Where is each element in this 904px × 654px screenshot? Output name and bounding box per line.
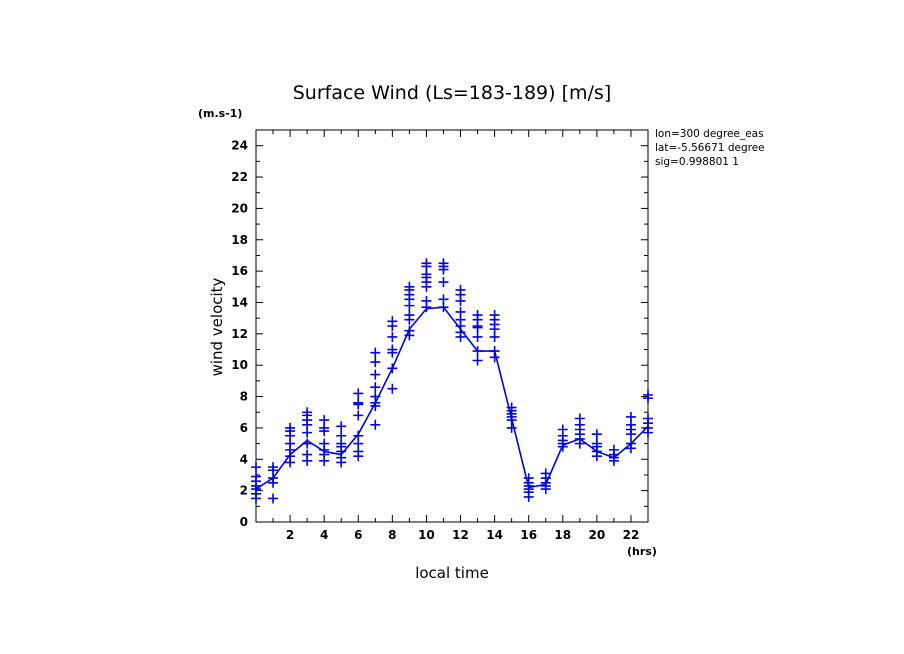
x-tick-label: 20 [589,528,606,542]
plus-marker [643,413,653,424]
info-lat: lat=-5.56671 degree [655,142,765,154]
mean-line [255,306,649,490]
y-tick-label: 12 [231,327,248,341]
chart-title: Surface Wind (Ls=183-189) [m/s] [293,82,612,104]
plus-marker [472,310,483,321]
x-tick-label: 18 [554,528,571,542]
plus-marker [302,449,313,460]
plus-marker [353,430,364,441]
plus-marker [251,471,261,482]
plus-marker [353,397,364,408]
plus-marker [319,438,330,449]
x-tick-label: 6 [354,528,362,542]
plus-marker [438,258,449,269]
y-axis-label: wind velocity [208,277,226,376]
info-lon: lon=300 degree_eas [655,128,764,140]
plus-marker [404,281,415,292]
plus-marker [268,493,279,504]
y-tick-label: 4 [240,452,248,466]
plus-marker [353,410,364,421]
x-unit-label: (hrs) [627,545,657,558]
plus-marker [251,462,261,473]
plus-marker [557,424,568,435]
y-tick-label: 22 [231,170,248,184]
x-tick-label: 22 [623,528,640,542]
plus-marker [370,419,381,430]
y-tick-label: 2 [240,484,248,498]
y-tick-label: 8 [240,390,248,404]
x-axis-label: local time [415,564,489,582]
plot-frame [255,129,649,523]
plus-marker [421,295,432,306]
y-tick-label: 14 [231,295,248,309]
plus-marker [268,462,279,473]
plus-marker [625,411,636,422]
plus-marker [302,407,313,418]
x-tick-label: 2 [286,528,294,542]
plus-marker [472,331,483,342]
x-tick-label: 10 [418,528,435,542]
plus-marker [387,383,398,394]
plus-marker [336,421,347,432]
y-tick-label: 20 [231,201,248,215]
plus-marker [523,473,534,484]
y-tick-label: 16 [231,264,248,278]
plus-marker [472,355,483,366]
individual-markers [251,258,653,504]
y-tick-label: 18 [231,233,248,247]
info-sig: sig=0.998801 1 [655,156,739,168]
plus-marker [370,347,381,358]
y-tick-label: 10 [231,358,248,372]
plus-marker [404,310,415,321]
plus-marker [574,413,585,424]
x-tick-label: 8 [388,528,396,542]
plus-marker [370,369,381,380]
plus-marker [438,294,449,305]
plus-marker [319,415,330,426]
plus-marker [370,357,381,368]
y-tick-label: 6 [240,421,248,435]
plus-marker [353,388,364,399]
plus-marker [643,389,653,400]
plus-marker [591,429,602,440]
plus-marker [387,344,398,355]
plus-marker [285,422,296,433]
plus-marker [438,277,449,288]
y-unit-label: (m.s-1) [198,107,242,120]
plus-marker [455,284,466,295]
plus-marker [540,468,551,479]
plus-marker [370,382,381,393]
x-tick-label: 12 [452,528,469,542]
plus-marker [387,331,398,342]
x-tick-label: 16 [520,528,537,542]
plus-marker [387,316,398,327]
x-tick-label: 14 [486,528,503,542]
plus-marker [489,310,500,321]
plus-marker [421,258,432,269]
plus-marker [455,306,466,317]
info-clip [780,128,904,172]
mean-line-layer [255,306,649,490]
y-tick-label: 24 [231,139,248,153]
plus-marker [336,430,347,441]
x-tick-label: 4 [320,528,328,542]
plus-marker [608,444,619,455]
plus-marker [591,438,602,449]
y-tick-label: 0 [240,515,248,529]
